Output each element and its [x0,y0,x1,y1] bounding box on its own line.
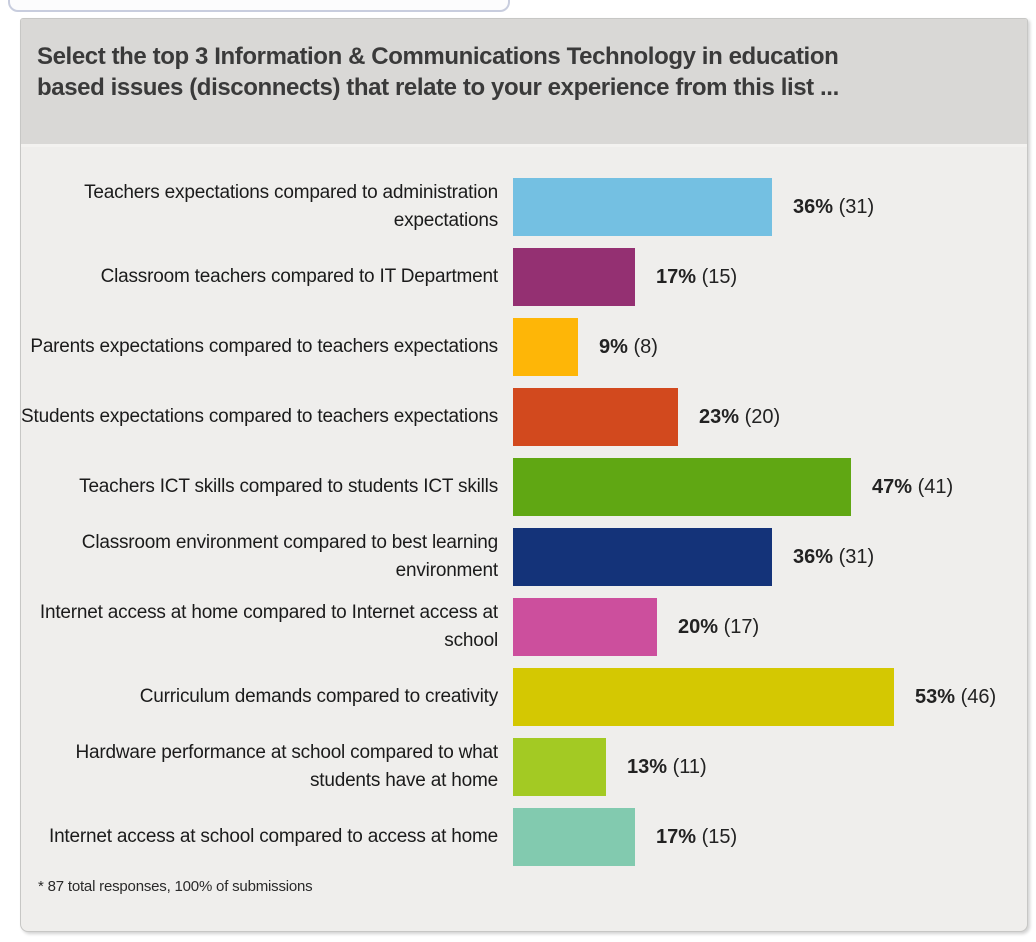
percent-value: 53% [915,685,956,708]
count-value: (8) [627,335,658,358]
bar-row: Curriculum demands compared to creativit… [21,668,1027,726]
category-label: Teachers ICT skills compared to students… [79,476,498,497]
bar-row: Parents expectations compared to teacher… [21,318,1027,376]
bar-row: Internet access at home compared to Inte… [21,598,1027,656]
bar [513,388,678,446]
value-label: 36% (31) [793,546,874,569]
percent-value: 47% [872,475,913,498]
count-value: (20) [739,405,781,428]
question-title: Select the top 3 Information & Communica… [37,43,839,101]
bar-rows: Teachers expectations compared to admini… [21,178,1027,866]
bar [513,528,772,586]
question-header: Select the top 3 Information & Communica… [21,19,1027,147]
bar [513,458,851,516]
category-label: Curriculum demands compared to creativit… [139,686,498,707]
percent-value: 20% [678,615,719,638]
chart-area: Teachers expectations compared to admini… [21,147,1027,895]
bar-row: Internet access at school compared to ac… [21,808,1027,866]
bar-row: Classroom teachers compared to IT Depart… [21,248,1027,306]
percent-value: 17% [656,825,697,848]
bar-row: Teachers expectations compared to admini… [21,178,1027,236]
responses-footnote: * 87 total responses, 100% of submission… [38,878,313,895]
value-label: 20% (17) [678,616,759,639]
bar [513,318,578,376]
value-label: 23% (20) [699,406,780,429]
bar-row: Classroom environment compared to best l… [21,528,1027,586]
top-tab-remnant [8,0,510,12]
count-value: (46) [955,685,997,708]
count-value: (31) [833,545,875,568]
bar-row: Teachers ICT skills compared to students… [21,458,1027,516]
category-label: Teachers expectations compared to admini… [84,182,498,231]
bar [513,668,894,726]
category-label: Internet access at home compared to Inte… [39,602,498,651]
category-label: Students expectations compared to teache… [21,406,498,427]
count-value: (11) [667,755,707,778]
percent-value: 23% [699,405,740,428]
value-label: 36% (31) [793,196,874,219]
percent-value: 17% [656,265,697,288]
percent-value: 9% [599,335,628,358]
survey-question-panel: Select the top 3 Information & Communica… [20,18,1028,932]
percent-value: 36% [793,195,834,218]
count-value: (15) [696,825,738,848]
percent-value: 36% [793,545,834,568]
value-label: 9% (8) [599,336,658,359]
category-label: Internet access at school compared to ac… [48,826,498,847]
category-label: Classroom teachers compared to IT Depart… [100,266,499,287]
percent-value: 13% [627,755,668,778]
count-value: (15) [696,265,738,288]
value-label: 17% (15) [656,266,737,289]
count-value: (41) [912,475,954,498]
category-label: Parents expectations compared to teacher… [30,336,498,357]
count-value: (17) [718,615,760,638]
value-label: 17% (15) [656,826,737,849]
category-label: Hardware performance at school compared … [75,742,498,791]
value-label: 47% (41) [872,476,953,499]
bar [513,598,657,656]
category-label: Classroom environment compared to best l… [81,532,498,581]
bar [513,248,635,306]
bar [513,178,772,236]
count-value: (31) [833,195,875,218]
value-label: 13% (11) [627,756,707,779]
bar-row: Students expectations compared to teache… [21,388,1027,446]
value-label: 53% (46) [915,686,996,709]
bar [513,738,606,796]
bar-row: Hardware performance at school compared … [21,738,1027,796]
bar [513,808,635,866]
